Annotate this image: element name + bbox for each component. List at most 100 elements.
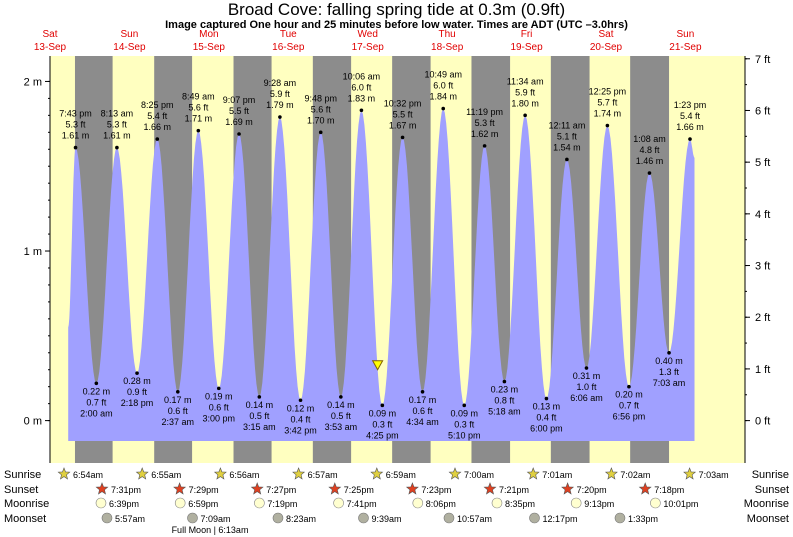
tide-meter-label: 1.71 m [185, 114, 213, 124]
sunset-time: 7:27pm [266, 485, 296, 495]
tide-meter-label: 0.17 m [409, 395, 437, 405]
footer-row-label: Sunset [4, 484, 38, 496]
sunrise-star-icon [57, 467, 71, 480]
moonrise-icon [333, 497, 344, 509]
date-label: 21-Sep [669, 42, 702, 53]
sunrise-time: 7:02am [620, 470, 650, 480]
tide-feet-label: 0.8 ft [494, 396, 515, 406]
sunset-time: 7:20pm [577, 485, 607, 495]
tide-meter-label: 0.14 m [246, 400, 274, 410]
moonset-icon [272, 512, 284, 524]
sunset-star-icon [173, 482, 187, 495]
tide-meter-label: 1.54 m [553, 142, 581, 152]
tide-feet-label: 5.5 ft [229, 106, 250, 116]
day-of-week-label: Sun [677, 29, 695, 40]
tide-time-label: 6:00 pm [530, 424, 563, 434]
tide-feet-label: 5.4 ft [147, 111, 168, 121]
left-tick-label: 2 m [24, 76, 42, 88]
moonrise-icon [412, 497, 424, 509]
tide-point [298, 398, 303, 403]
tide-time-label: 7:03 am [653, 378, 686, 388]
moonset-icon [614, 512, 626, 524]
tide-time-label: 4:34 am [406, 417, 439, 427]
footer-row-label-right: Sunrise [752, 469, 789, 481]
footer-row-label: Moonset [4, 513, 46, 525]
day-of-week-label: Sat [598, 29, 613, 40]
day-of-week-label: Wed [358, 29, 378, 40]
full-moon-label: Full Moon | 6:13am [172, 525, 249, 535]
tide-time-label: 5:18 am [488, 407, 521, 417]
sunset-time: 7:29pm [189, 485, 219, 495]
tide-feet-label: 4.8 ft [639, 145, 660, 155]
sunset-time: 7:23pm [421, 485, 451, 495]
tide-time-label: 8:25 pm [141, 100, 174, 110]
date-label: 15-Sep [193, 42, 226, 53]
tide-point [237, 132, 241, 136]
left-tick-label: 1 m [24, 246, 42, 258]
tide-point [135, 371, 139, 375]
tide-point [318, 130, 323, 135]
moonrise-time: 8:06pm [426, 499, 456, 509]
tide-time-label: 2:18 pm [121, 398, 154, 408]
tide-point [667, 350, 671, 355]
tide-meter-label: 1.66 m [144, 122, 172, 132]
moonset-time: 9:39am [372, 514, 402, 524]
tide-point [115, 145, 119, 150]
right-tick-label: 0 ft [755, 416, 770, 428]
date-label: 19-Sep [510, 42, 543, 53]
right-tick-label: 3 ft [755, 261, 770, 273]
tide-feet-label: 5.3 ft [107, 120, 128, 130]
day-of-week-label: Tue [280, 29, 297, 40]
tide-time-label: 9:48 pm [304, 93, 337, 103]
tide-time-label: 2:37 am [162, 417, 195, 427]
sunrise-star-icon [448, 467, 462, 480]
sunset-time: 7:31pm [111, 485, 141, 495]
tide-meter-label: 1.79 m [266, 100, 294, 110]
tide-meter-label: 0.20 m [615, 390, 643, 400]
tide-feet-label: 5.3 ft [66, 120, 87, 130]
tide-time-label: 9:07 pm [223, 95, 256, 105]
moonset-time: 8:23am [286, 514, 316, 524]
moonrise-time: 9:13pm [584, 499, 614, 509]
tide-meter-label: 0.40 m [655, 356, 683, 366]
sunrise-star-icon [213, 467, 227, 480]
tide-meter-label: 1.74 m [594, 109, 622, 119]
tide-feet-label: 6.0 ft [351, 82, 372, 92]
footer-row-label-right: Sunset [755, 484, 789, 496]
date-label: 14-Sep [113, 42, 146, 53]
tide-time-label: 4:25 pm [366, 430, 399, 440]
moonset-time: 7:09am [201, 514, 231, 524]
tide-feet-label: 0.3 ft [454, 419, 475, 429]
sunrise-time: 7:03am [699, 470, 729, 480]
sunrise-time: 6:56am [229, 470, 259, 480]
tide-feet-label: 5.6 ft [311, 104, 332, 114]
day-of-week-label: Thu [439, 29, 456, 40]
tide-time-label: 11:34 am [507, 76, 544, 86]
tide-feet-label: 5.9 ft [515, 87, 536, 97]
current-level-marker [371, 360, 384, 371]
moonset-icon [443, 512, 455, 524]
tide-meter-label: 0.22 m [83, 386, 111, 396]
tide-meter-label: 1.62 m [471, 129, 499, 139]
right-tick-label: 7 ft [755, 54, 770, 66]
tide-time-label: 8:13 am [101, 109, 134, 119]
tide-time-label: 3:15 am [243, 422, 276, 432]
tide-point [73, 145, 78, 150]
sunrise-star-icon [683, 467, 697, 480]
tide-meter-label: 1.61 m [103, 131, 131, 141]
tide-meter-label: 1.70 m [307, 115, 335, 125]
tide-feet-label: 1.0 ft [576, 382, 597, 392]
right-tick-label: 6 ft [755, 105, 770, 117]
tide-point [544, 396, 549, 401]
tide-time-label: 3:42 pm [284, 425, 317, 435]
date-label: 13-Sep [34, 42, 67, 53]
tide-feet-label: 5.4 ft [680, 111, 701, 121]
right-tick-label: 1 ft [755, 364, 770, 376]
tide-time-label: 9:28 am [264, 78, 297, 88]
date-label: 17-Sep [352, 42, 385, 53]
sunrise-star-icon [526, 467, 540, 480]
tide-feet-label: 0.5 ft [249, 411, 270, 421]
sunrise-time: 6:57am [308, 470, 338, 480]
tide-meter-label: 1.66 m [676, 122, 704, 132]
